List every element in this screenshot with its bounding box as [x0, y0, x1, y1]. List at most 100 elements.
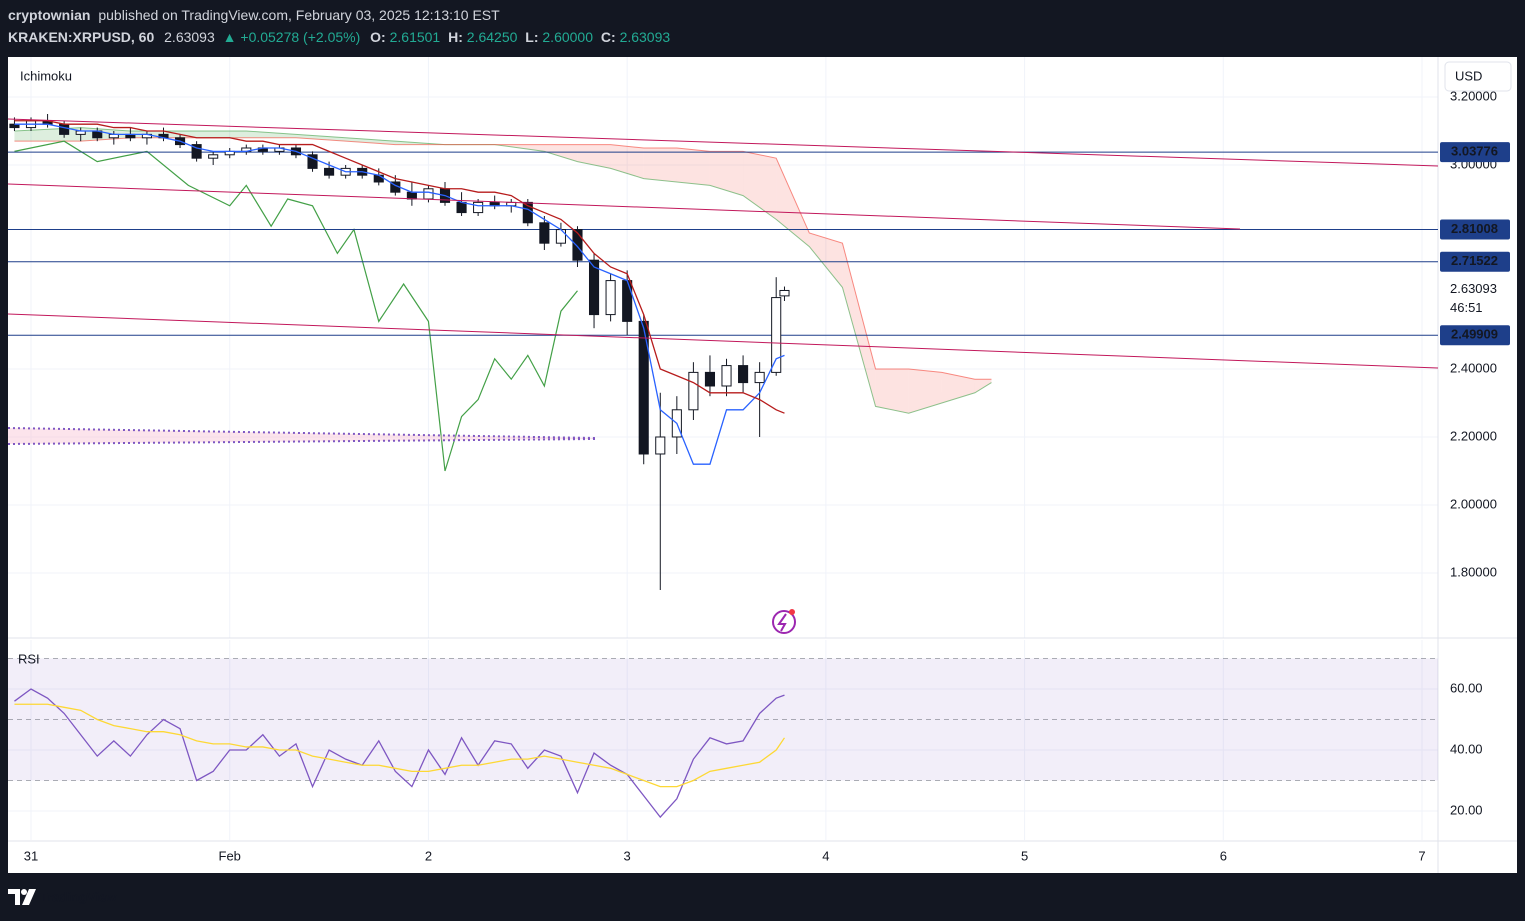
- level-label-box: [1440, 142, 1510, 163]
- x-tick-label: 2: [425, 848, 432, 863]
- candle-body: [191, 144, 202, 159]
- ichimoku-line: [14, 120, 785, 414]
- cloud-fill: [709, 151, 744, 196]
- rsi-line: [14, 703, 786, 788]
- open: 2.61501: [390, 29, 441, 45]
- cloud-fill: [577, 144, 611, 169]
- x-tick-label: 7: [1418, 848, 1425, 863]
- cloud-fill: [974, 379, 992, 393]
- cloud-fill: [776, 158, 810, 247]
- low-label: L:: [525, 29, 538, 45]
- candle-body: [638, 320, 649, 455]
- low: 2.60000: [542, 29, 593, 45]
- cloud-fill: [295, 134, 346, 142]
- plot: [8, 113, 1438, 819]
- close-label: C:: [601, 29, 616, 45]
- lagging-span: [14, 140, 578, 472]
- x-tick-label: 4: [822, 848, 829, 863]
- candle-body: [555, 229, 566, 244]
- candle-body: [572, 229, 583, 261]
- candle-body: [373, 174, 384, 183]
- y-tick-label: 2.00000: [1450, 496, 1497, 511]
- cloud-fill: [610, 144, 644, 179]
- trend-line: [7, 118, 1439, 167]
- y-tick-label: 2.40000: [1450, 360, 1497, 375]
- candle-body: [771, 297, 782, 373]
- candle-body: [456, 201, 467, 214]
- candle-body: [779, 289, 790, 297]
- cloud-fill: [676, 147, 710, 186]
- y-tick-label: 60.00: [1450, 680, 1483, 695]
- x-tick-label: 6: [1220, 848, 1227, 863]
- trend-line: [7, 313, 1439, 369]
- cloud-span: [14, 137, 992, 380]
- last-price-label: 2.63093: [1450, 281, 1497, 296]
- candle-body: [655, 436, 666, 455]
- cloud-fill: [544, 144, 578, 162]
- symbol: KRAKEN:XRPUSD, 60: [8, 29, 154, 45]
- logo-mark: [22, 889, 36, 905]
- candle-body: [208, 154, 219, 159]
- x-tick-label: Feb: [219, 848, 241, 863]
- candle-body: [622, 280, 633, 322]
- change: ▲ +0.05278 (+2.05%): [223, 29, 361, 45]
- indicator-title: Ichimoku: [20, 68, 72, 83]
- icon-dot[interactable]: [789, 609, 795, 615]
- cloud-fill: [809, 232, 843, 288]
- candle-body: [704, 371, 716, 387]
- y-tick-label: 20.00: [1450, 802, 1483, 817]
- level-label: 3.03776: [1451, 144, 1498, 159]
- candle-body: [307, 154, 318, 169]
- cloud-fill: [643, 147, 677, 182]
- currency[interactable]: USD: [1455, 68, 1482, 83]
- cloud-fill: [908, 368, 942, 414]
- candle-body: [406, 191, 417, 200]
- logo-mark: [21, 889, 27, 895]
- candle-body: [754, 371, 765, 384]
- level-label: 2.49909: [1451, 327, 1498, 342]
- candle-body: [738, 365, 749, 384]
- currency-button[interactable]: [1444, 61, 1512, 92]
- level-label-box: [1440, 325, 1510, 346]
- trend-line: [7, 183, 1241, 230]
- cloud-fill: [842, 243, 876, 407]
- y-tick-label: 1.80000: [1450, 564, 1497, 579]
- candle-body: [324, 167, 335, 176]
- level-label: 2.71522: [1451, 253, 1498, 268]
- rsi-line: [14, 688, 785, 819]
- drawings: [7, 118, 1439, 445]
- ai-icon[interactable]: [772, 609, 796, 634]
- close: 2.63093: [620, 29, 671, 45]
- rsi-title: RSI: [18, 651, 40, 666]
- ichimoku-line: [14, 123, 785, 465]
- candle-body: [588, 259, 600, 316]
- y-tick-label: 40.00: [1450, 741, 1483, 756]
- cloud-fill: [246, 130, 296, 138]
- x-tick-label: 3: [624, 848, 631, 863]
- open-label: O:: [370, 29, 386, 45]
- header-line-1: cryptownian published on TradingView.com…: [8, 7, 500, 23]
- logo-mark: [8, 889, 20, 905]
- cloud-fill: [345, 137, 396, 145]
- y-tick-label: 3.20000: [1450, 88, 1497, 103]
- cloud-fill: [196, 130, 247, 138]
- countdown: 46:51: [1450, 300, 1483, 315]
- candle-body: [59, 123, 70, 135]
- level-label: 2.81008: [1451, 221, 1498, 236]
- candle-body: [688, 371, 699, 411]
- icon-ring[interactable]: [772, 610, 796, 634]
- high: 2.64250: [467, 29, 518, 45]
- icon-bolt[interactable]: [777, 613, 787, 632]
- last-price: 2.63093: [164, 29, 215, 45]
- candle-body: [473, 201, 484, 214]
- level-label-box: [1440, 251, 1510, 272]
- candle-body: [721, 365, 732, 387]
- candle-body: [605, 280, 616, 316]
- brand-name: TradingView: [40, 889, 117, 904]
- header-line-2: KRAKEN:XRPUSD, 60 2.63093 ▲ +0.05278 (+2…: [8, 29, 670, 45]
- x-tick-label: 5: [1021, 848, 1028, 863]
- y-tick-label: 2.20000: [1450, 428, 1497, 443]
- cloud-fill: [743, 151, 777, 220]
